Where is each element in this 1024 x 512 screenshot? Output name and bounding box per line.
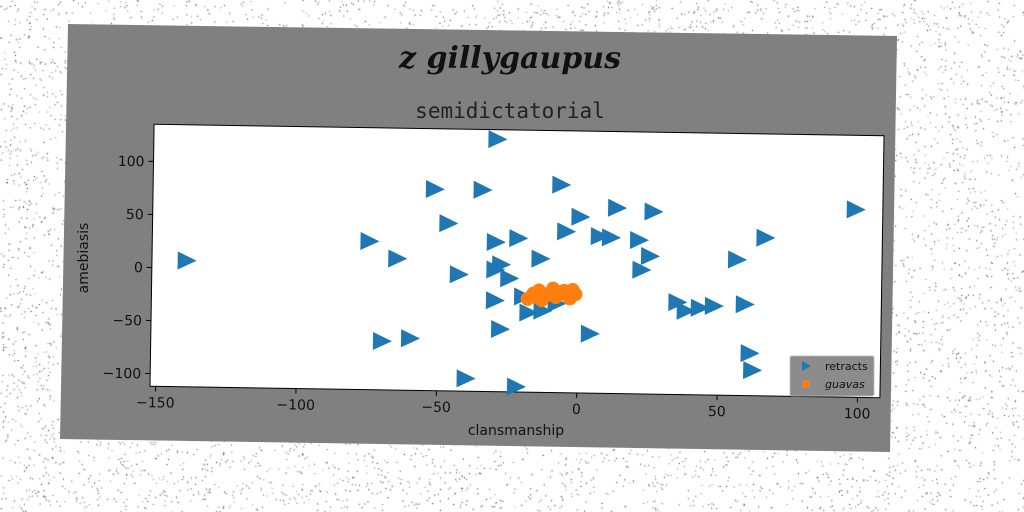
x-tick-label: −50 (421, 400, 451, 416)
point-retracts (439, 214, 459, 233)
point-retracts (449, 265, 469, 284)
legend-marker-guavas (802, 380, 810, 388)
point-retracts (590, 227, 610, 246)
point-retracts (571, 207, 591, 226)
point-retracts (756, 228, 776, 247)
legend-label-guavas: guavas (825, 378, 865, 391)
plot-area (149, 123, 885, 399)
point-retracts (519, 303, 539, 322)
point-retracts (580, 324, 600, 343)
point-retracts (400, 329, 421, 348)
point-retracts (740, 344, 760, 363)
point-retracts (531, 249, 551, 268)
point-retracts (456, 369, 476, 388)
point-retracts (601, 228, 622, 247)
point-retracts (640, 247, 661, 266)
point-retracts (629, 230, 650, 249)
point-retracts (727, 250, 748, 269)
point-retracts (846, 200, 866, 219)
plot-layer (177, 130, 866, 396)
point-retracts (735, 295, 755, 314)
point-guavas (529, 289, 544, 304)
point-retracts (743, 361, 763, 380)
x-tick-label: −100 (276, 397, 315, 414)
point-retracts (509, 229, 529, 248)
point-retracts (473, 180, 493, 199)
y-tick-label: −50 (112, 313, 142, 329)
chart-suptitle: z gillygaupus (398, 41, 621, 76)
point-retracts (644, 202, 664, 221)
point-retracts (177, 251, 197, 270)
x-tick-label: 50 (708, 404, 726, 420)
point-retracts (557, 222, 577, 241)
point-retracts (632, 260, 652, 279)
y-tick-label: 100 (118, 154, 145, 170)
point-retracts (607, 198, 628, 217)
point-retracts (486, 260, 506, 279)
x-axis-ticks: −150 −100 −50 0 50 100 (136, 386, 871, 423)
point-retracts (360, 232, 380, 251)
point-retracts (490, 320, 511, 339)
legend-marker-retracts (802, 361, 811, 371)
x-axis-label: clansmanship (468, 423, 564, 439)
point-retracts (500, 269, 520, 288)
y-tick-label: 50 (126, 207, 144, 223)
point-retracts (552, 175, 572, 194)
point-retracts (488, 130, 508, 149)
y-tick-label: −100 (103, 366, 142, 383)
point-retracts (425, 180, 445, 199)
point-retracts (668, 293, 688, 312)
x-tick-label: 0 (572, 402, 581, 418)
x-tick-label: 100 (844, 406, 871, 422)
y-tick-label: 0 (134, 260, 143, 276)
legend: retracts guavas (789, 355, 875, 397)
point-retracts (690, 298, 710, 317)
y-axis-label: amebiasis (76, 223, 92, 294)
point-retracts (372, 331, 392, 350)
point-guavas (540, 287, 555, 302)
point-retracts (486, 232, 506, 251)
point-retracts (485, 291, 505, 310)
point-retracts (506, 377, 527, 396)
legend-label-retracts: retracts (825, 360, 868, 373)
chart-title: semidictatorial (415, 99, 605, 123)
y-axis-ticks: −100 −50 0 50 100 (103, 154, 154, 383)
point-retracts (704, 296, 724, 315)
point-retracts (388, 249, 408, 268)
point-guavas (557, 283, 572, 298)
point-retracts (676, 301, 696, 320)
x-tick-label: −150 (136, 395, 175, 412)
